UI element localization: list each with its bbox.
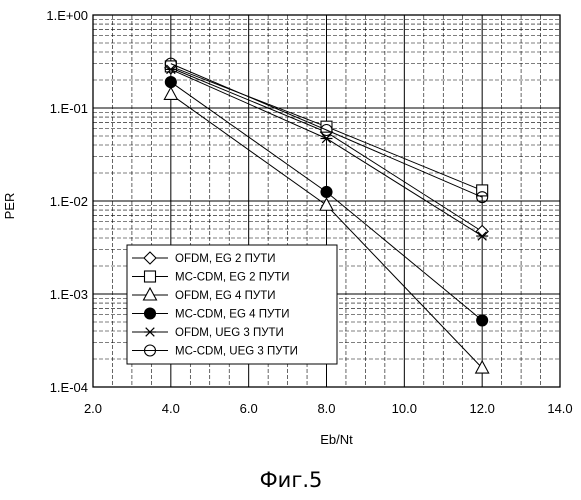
x-tick-labels: 2.0 4.0 6.0 8.0 10.0 12.0 14.0	[84, 401, 573, 416]
y-axis-label: PER	[2, 193, 17, 220]
legend-label: MC-CDM, EG 2 ПУТИ	[175, 272, 290, 284]
figure-caption: Фиг.5	[260, 468, 323, 492]
legend-label: OFDM, EG 2 ПУТИ	[175, 253, 276, 265]
data-point-triangle	[320, 198, 333, 210]
x-tick-label: 12.0	[470, 401, 495, 416]
legend-marker-square	[145, 271, 156, 282]
data-point-filled-circle	[477, 315, 488, 326]
y-tick-label: 1.E-02	[50, 194, 88, 209]
legend-label: OFDM, UEG 3 ПУТИ	[175, 327, 284, 339]
y-tick-labels: 1.E-04 1.E-03 1.E-02 1.E-01 1.E+00	[46, 8, 88, 395]
x-tick-label: 8.0	[317, 401, 335, 416]
y-tick-label: 1.E-03	[50, 287, 88, 302]
x-tick-label: 2.0	[84, 401, 102, 416]
data-point-square	[477, 185, 488, 196]
legend-marker-filled-circle	[145, 308, 156, 319]
legend: OFDM, EG 2 ПУТИ MC-CDM, EG 2 ПУТИ OFDM, EG…	[127, 245, 337, 364]
legend-label: MC-CDM, EG 4 ПУТИ	[175, 309, 290, 321]
y-tick-label: 1.E+00	[46, 8, 88, 23]
y-tick-label: 1.E-01	[50, 101, 88, 116]
x-tick-label: 14.0	[547, 401, 572, 416]
x-axis-label: Eb/Nt	[320, 432, 353, 447]
data-point-square	[165, 61, 176, 72]
legend-item: MC-CDM, EG 2 ПУТИ	[132, 271, 290, 284]
data-point-triangle	[164, 87, 177, 99]
y-tick-label: 1.E-04	[50, 380, 88, 395]
data-point-filled-circle	[321, 186, 332, 197]
x-tick-label: 6.0	[240, 401, 258, 416]
x-tick-label: 10.0	[392, 401, 417, 416]
x-tick-label: 4.0	[162, 401, 180, 416]
data-point-filled-circle	[165, 77, 176, 88]
legend-label: OFDM, EG 4 ПУТИ	[175, 290, 276, 302]
legend-label: MC-CDM, UEG 3 ПУТИ	[175, 346, 298, 358]
